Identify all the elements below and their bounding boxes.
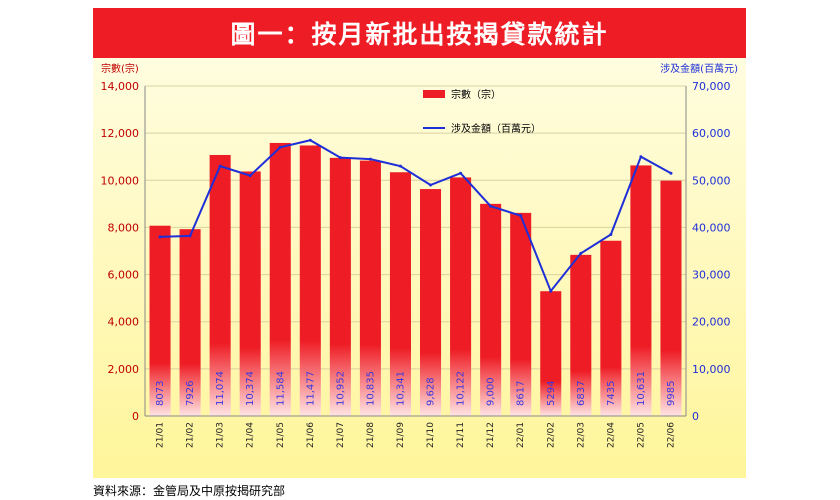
bar-value-label: 11,074 [215,371,226,406]
bar [299,145,321,416]
x-tick-label: 21/01 [156,422,166,448]
x-tick-label: 21/07 [336,422,346,448]
bar-value-label: 7435 [606,381,617,406]
line-point [338,156,342,160]
y-left-tick-label: 8,000 [108,221,140,234]
bar-value-label: 5294 [546,381,557,406]
bar [510,212,532,416]
y-left-tick-label: 10,000 [101,174,140,187]
x-tick-label: 22/05 [636,422,646,448]
y-right-tick-label: 60,000 [692,127,731,140]
y-right-tick-label: 50,000 [692,174,731,187]
y-left-tick-label: 0 [132,410,139,423]
x-tick-label: 22/03 [576,422,586,448]
bar-value-label: 11,584 [275,371,286,406]
bar [149,225,171,416]
bar [600,240,622,416]
y-left-tick-label: 6,000 [108,269,140,282]
y-left-tick-label: 4,000 [108,316,140,329]
line-point [459,171,463,175]
legend-label-line: 涉及金額（百萬元） [451,122,541,135]
bar-value-label: 11,477 [305,371,316,406]
bar [450,177,472,416]
bar [660,180,682,416]
bar [480,203,502,416]
bar-value-label: 10,122 [456,371,467,406]
bar-value-label: 10,952 [335,371,346,406]
y-right-tick-label: 70,000 [692,80,731,93]
bar [570,254,592,416]
bar [630,165,652,416]
y-right-tick-label: 30,000 [692,269,731,282]
line-point [188,234,192,238]
bar [329,157,351,416]
bar-value-label: 10,631 [636,371,647,406]
bar-value-label: 8073 [155,381,166,406]
bar-value-label: 6837 [576,381,587,406]
x-tick-label: 21/12 [486,422,496,448]
x-tick-label: 21/06 [306,422,316,448]
bar-value-label: 9,000 [486,377,497,406]
line-point [308,138,312,142]
y-right-tick-label: 40,000 [692,221,731,234]
x-tick-label: 21/10 [426,422,436,448]
bar-value-label: 9985 [666,381,677,406]
x-tick-label: 21/02 [186,422,196,448]
x-tick-label: 21/11 [456,422,466,448]
line-point [218,164,222,168]
y-right-axis-title: 涉及金額(百萬元) [660,62,738,75]
line-point [669,171,673,175]
x-tick-label: 22/01 [516,422,526,448]
line-point [609,233,613,236]
legend-swatch-bars [423,90,445,98]
bar-value-label: 10,835 [365,371,376,406]
combo-chart: 8073 7926 11,074 10,374 11,584 11,477 10,952 10… [93,58,746,478]
line-point [158,235,162,239]
line-point [248,174,252,178]
line-point [639,155,643,159]
line-point [278,145,282,149]
bar-value-label: 7926 [185,381,196,406]
x-tick-label: 22/04 [606,422,616,448]
line-point [429,183,433,187]
y-right-tick-label: 0 [692,410,699,423]
chart-area: 8073 7926 11,074 10,374 11,584 11,477 10,952 10… [93,58,746,478]
y-right-tick-label: 10,000 [692,363,731,376]
bar [389,172,411,416]
source-note: 資料來源：金管局及中原按揭研究部 [93,484,286,498]
bar-value-label: 10,341 [395,371,406,406]
bar [540,291,562,416]
line-point [579,251,583,255]
line-point [368,157,372,161]
bar [239,171,261,416]
amount-line [159,139,672,294]
line-point [549,289,553,293]
bar-value-label: 9,628 [426,377,437,406]
line-point [519,214,523,218]
y-left-tick-label: 12,000 [101,127,140,140]
title-bar: 圖一：按月新批出按揭貸款統計 [93,8,746,58]
bar [269,142,291,416]
legend-label-bars: 宗數（宗） [451,88,501,101]
y-left-axis-title: 宗數(宗) [101,62,139,75]
y-left-tick-label: 14,000 [101,80,140,93]
bar-value-label: 8617 [516,381,527,406]
bar [420,189,442,416]
line-point [398,164,402,168]
chart-title: 圖一：按月新批出按揭貸款統計 [230,20,609,49]
bar-value-label: 10,374 [245,371,256,406]
x-tick-label: 21/04 [246,422,256,448]
y-right-tick-label: 20,000 [692,316,731,329]
x-tick-label: 21/05 [276,422,286,448]
x-tick-label: 22/02 [546,422,556,448]
bar [209,154,231,416]
x-tick-label: 22/06 [666,422,676,448]
bar [179,229,201,416]
bar [359,160,381,416]
line-point [489,204,493,208]
y-left-tick-label: 2,000 [108,363,140,376]
x-tick-label: 21/03 [216,422,226,448]
x-tick-label: 21/08 [366,422,376,448]
x-tick-label: 21/09 [396,422,406,448]
